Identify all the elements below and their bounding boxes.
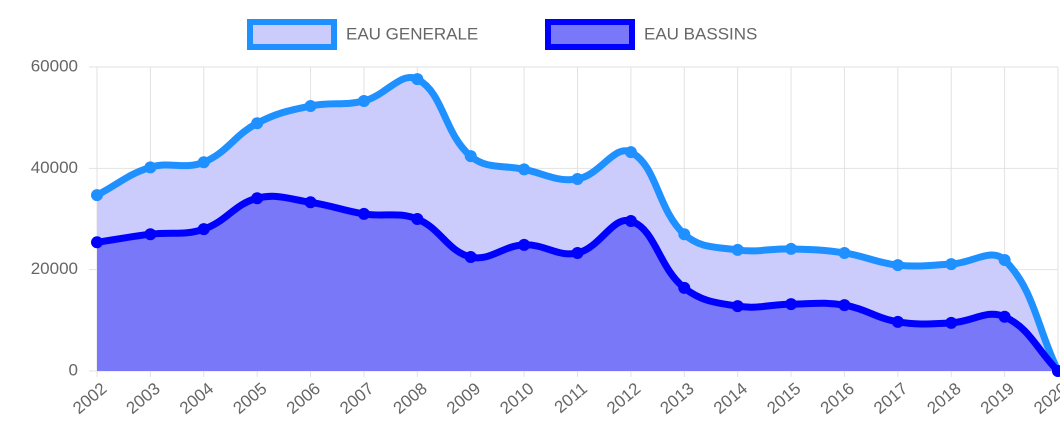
x-tick-label: 2004 bbox=[176, 379, 217, 418]
data-point bbox=[197, 156, 210, 169]
data-point bbox=[678, 281, 691, 294]
data-point bbox=[304, 100, 317, 113]
y-tick-label: 40000 bbox=[31, 158, 78, 177]
data-point bbox=[998, 254, 1011, 267]
data-point bbox=[624, 215, 637, 228]
x-tick-label: 2007 bbox=[336, 379, 377, 418]
x-tick-label: 2011 bbox=[551, 379, 591, 417]
data-point bbox=[304, 196, 317, 209]
data-point bbox=[891, 259, 904, 272]
data-point bbox=[571, 172, 584, 185]
data-point bbox=[91, 236, 103, 249]
x-tick-label: 2019 bbox=[977, 379, 1018, 418]
data-point bbox=[998, 310, 1011, 323]
x-tick-label: 2003 bbox=[123, 379, 164, 418]
data-point bbox=[731, 243, 744, 256]
x-tick-label: 2002 bbox=[69, 379, 110, 418]
data-point bbox=[518, 238, 531, 251]
data-point bbox=[411, 73, 424, 86]
data-point bbox=[464, 251, 477, 263]
data-point bbox=[838, 246, 851, 259]
x-tick-label: 2018 bbox=[923, 379, 964, 418]
legend-swatch bbox=[247, 19, 337, 50]
y-tick-label: 0 bbox=[69, 360, 78, 379]
data-point bbox=[251, 192, 264, 205]
legend-label: EAU BASSINS bbox=[644, 24, 757, 43]
x-tick-label: 2014 bbox=[710, 379, 751, 418]
x-tick-label: 2020 bbox=[1030, 379, 1060, 418]
x-tick-label: 2005 bbox=[229, 379, 270, 418]
data-point bbox=[251, 117, 264, 130]
data-point bbox=[571, 246, 584, 259]
area-fill bbox=[97, 196, 1058, 371]
data-point bbox=[838, 299, 851, 312]
data-point bbox=[945, 316, 958, 329]
x-tick-label: 2006 bbox=[283, 379, 324, 418]
data-point bbox=[464, 150, 477, 163]
data-point bbox=[411, 213, 424, 225]
legend-swatch bbox=[545, 19, 635, 50]
x-tick-label: 2013 bbox=[657, 379, 698, 418]
x-tick-label: 2016 bbox=[817, 379, 858, 418]
data-point bbox=[945, 258, 958, 271]
y-tick-label: 60000 bbox=[31, 56, 78, 75]
data-point bbox=[91, 189, 103, 202]
legend-label: EAU GENERALE bbox=[346, 24, 478, 43]
x-tick-label: 2010 bbox=[496, 379, 537, 418]
data-point bbox=[1052, 365, 1060, 377]
data-point bbox=[891, 315, 904, 328]
data-point bbox=[357, 207, 370, 220]
data-point bbox=[678, 228, 691, 241]
data-point bbox=[518, 163, 531, 176]
x-tick-label: 2015 bbox=[763, 379, 804, 418]
x-tick-label: 2008 bbox=[390, 379, 431, 418]
data-point bbox=[785, 242, 798, 255]
x-tick-label: 2012 bbox=[603, 379, 644, 418]
x-tick-label: 2017 bbox=[870, 379, 911, 418]
data-point bbox=[357, 94, 370, 107]
y-tick-label: 20000 bbox=[31, 259, 78, 278]
data-point bbox=[144, 161, 157, 174]
data-point bbox=[785, 298, 798, 311]
data-point bbox=[197, 223, 210, 236]
data-point bbox=[624, 146, 637, 159]
data-point bbox=[144, 228, 157, 241]
x-tick-label: 2009 bbox=[443, 379, 484, 418]
data-point bbox=[731, 300, 744, 313]
